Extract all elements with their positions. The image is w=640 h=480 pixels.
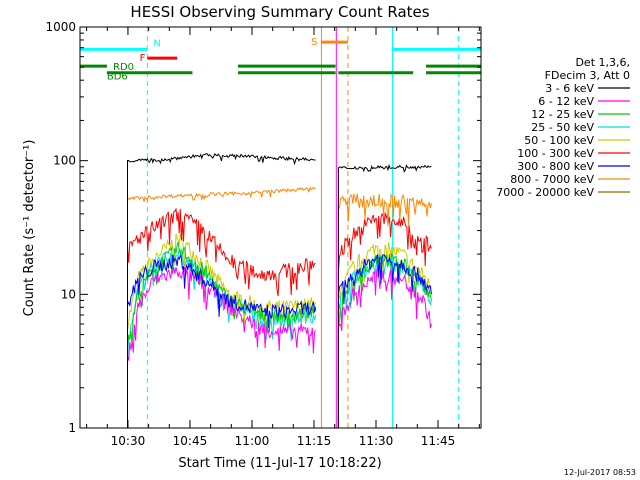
- series-line: [127, 207, 316, 428]
- x-tick-label: 11:15: [297, 434, 332, 448]
- legend-entry-label: 3 - 6 keV: [545, 82, 594, 95]
- legend-entry-label: 7000 - 20000 keV: [496, 186, 594, 199]
- series-line: [127, 254, 317, 428]
- x-tick-label: 11:45: [421, 434, 456, 448]
- y-axis-label: Count Rate (s⁻¹ detector⁻¹): [22, 140, 37, 317]
- legend-entry-label: 25 - 50 keV: [531, 121, 594, 134]
- series-line: [337, 192, 432, 428]
- y-tick-label: 1000: [45, 20, 76, 34]
- legend-entry-label: 100 - 300 keV: [517, 147, 594, 160]
- status-bar-label: F: [140, 53, 146, 64]
- series-line: [127, 267, 317, 428]
- timestamp: 12-Jul-2017 08:53: [564, 468, 636, 477]
- x-axis-label: Start Time (11-Jul-17 10:18:22): [178, 456, 381, 471]
- series-line: [337, 254, 432, 428]
- legend-entry-label: 6 - 12 keV: [538, 95, 594, 108]
- series-line: [127, 153, 316, 428]
- x-tick-label: 11:00: [235, 434, 270, 448]
- series-line: [337, 242, 432, 428]
- chart-title: HESSI Observing Summary Count Rates: [130, 3, 429, 21]
- y-tick-label: 100: [53, 154, 76, 168]
- x-tick-label: 11:30: [359, 434, 394, 448]
- status-bar-label: S: [311, 37, 317, 48]
- y-tick-label: 10: [61, 287, 76, 301]
- series-line: [127, 233, 316, 428]
- plot-frame: [79, 26, 482, 429]
- y-tick-label: 1: [68, 421, 76, 435]
- legend-entry-label: 12 - 25 keV: [531, 108, 594, 121]
- legend-entry-label: 300 - 800 keV: [517, 160, 594, 173]
- legend-header: Det 1,3,6,: [575, 56, 630, 69]
- x-tick-label: 10:30: [111, 434, 146, 448]
- status-bar-label: N: [153, 38, 160, 49]
- status-bar-label: BD6: [107, 72, 128, 83]
- axes: 1 10 100 1000 10:30 10:45 11:00 11:15 11:30 11:45: [45, 20, 481, 448]
- legend-header: FDecim 3, Att 0: [545, 69, 630, 82]
- series-line: [337, 267, 432, 428]
- x-tick-label: 10:45: [173, 434, 208, 448]
- legend-entry-label: 50 - 100 keV: [524, 134, 594, 147]
- series-line: [337, 252, 432, 428]
- legend-entry-label: 800 - 7000 keV: [510, 173, 594, 186]
- series-line: [127, 185, 316, 428]
- status-bar-label: RD0: [113, 62, 134, 73]
- series-line: [337, 212, 432, 428]
- series-line: [337, 163, 432, 428]
